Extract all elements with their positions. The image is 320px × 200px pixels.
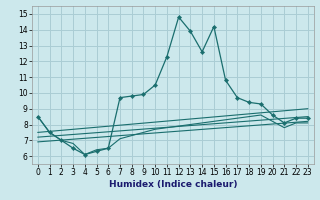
X-axis label: Humidex (Indice chaleur): Humidex (Indice chaleur) (108, 180, 237, 189)
